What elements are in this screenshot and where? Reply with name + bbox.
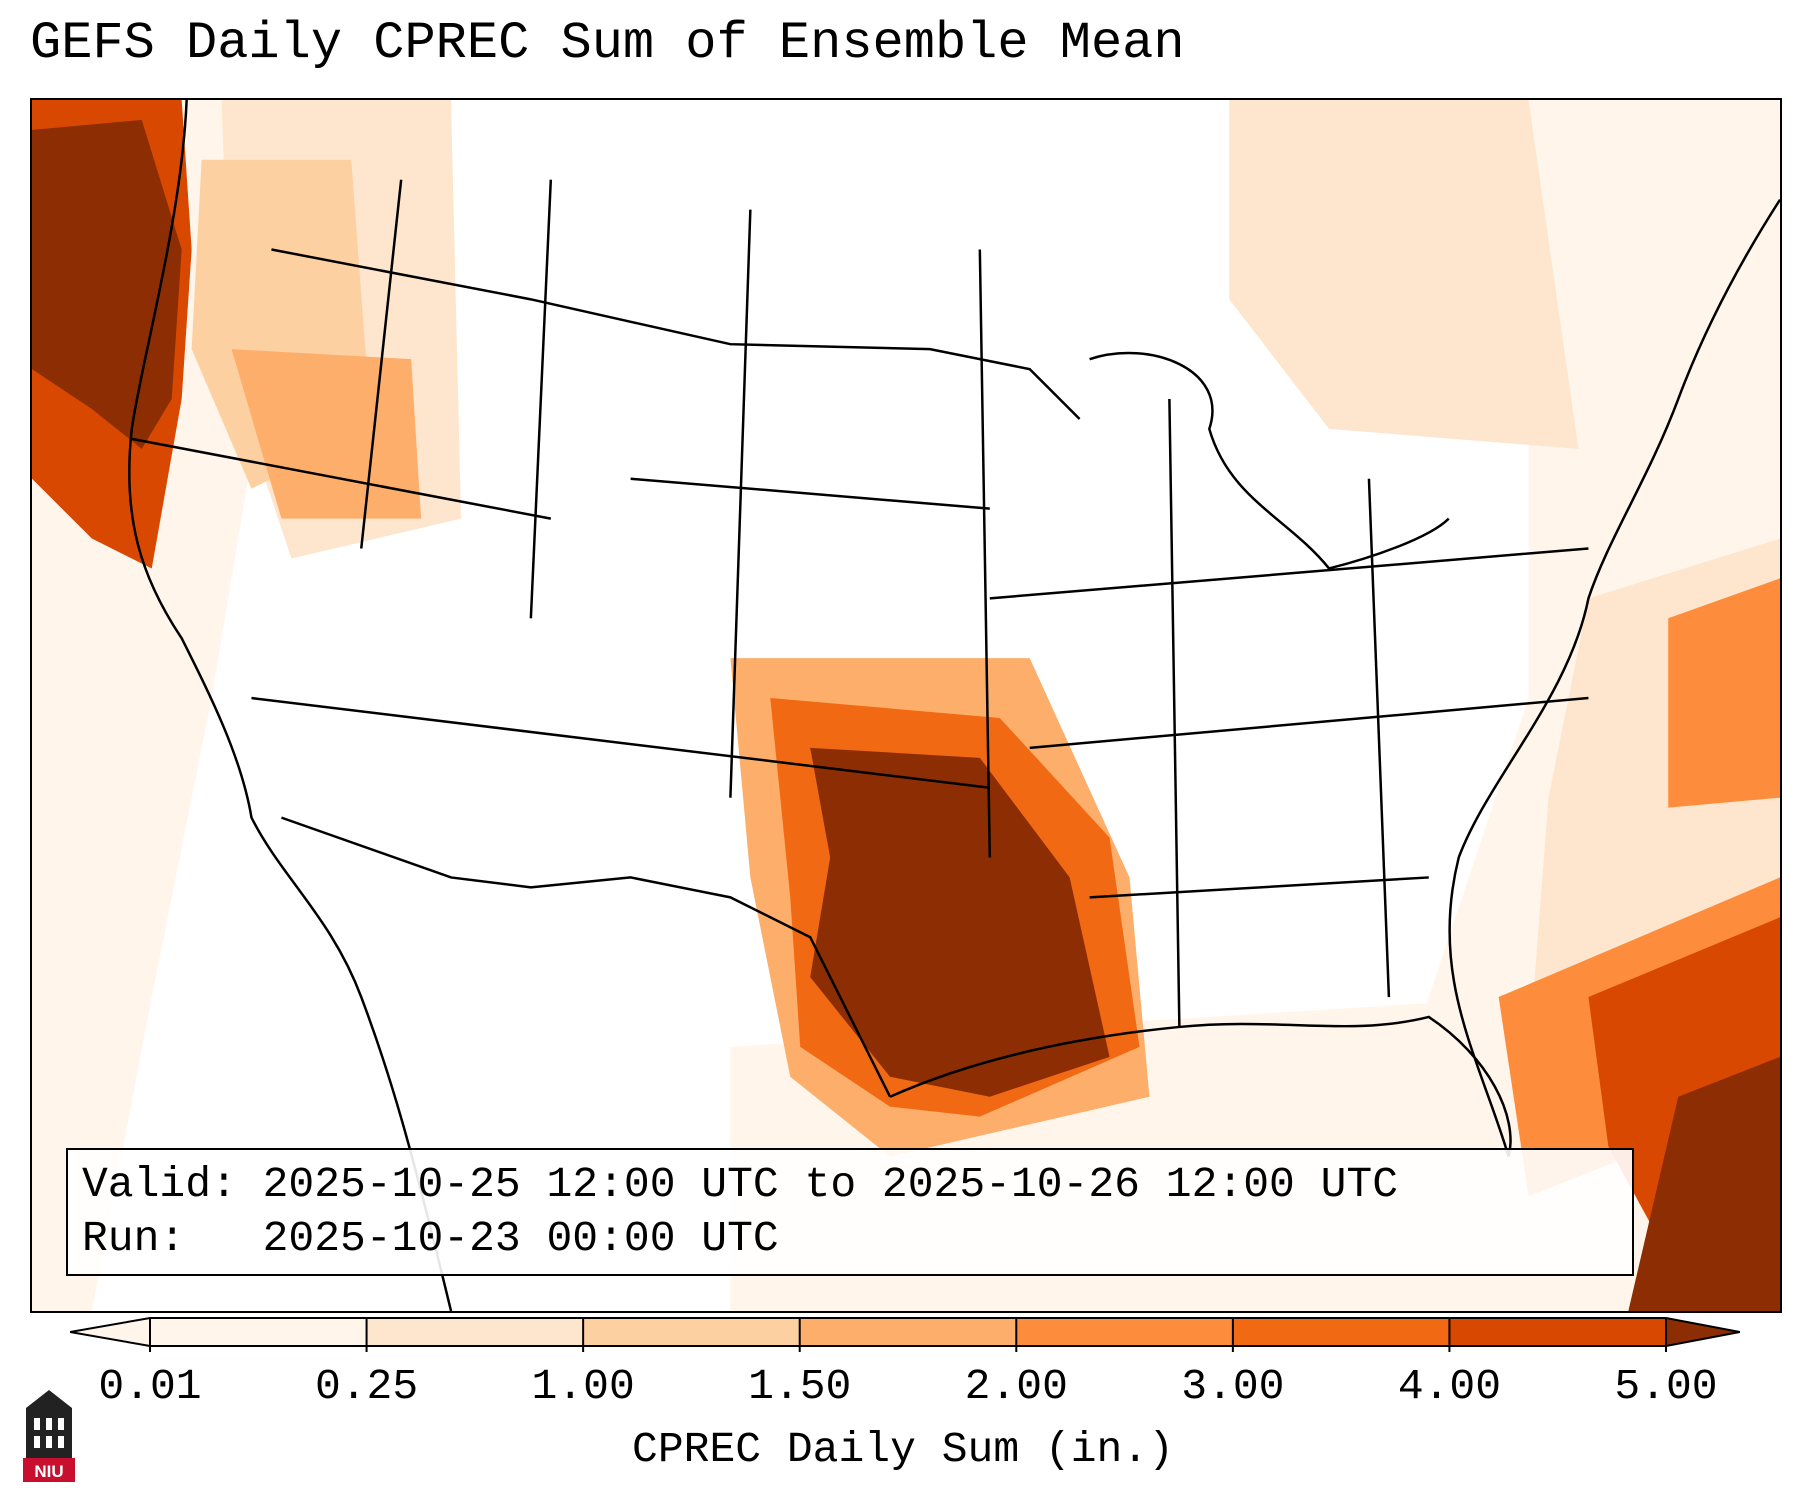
- colorbar-tick-label: 0.01: [98, 1362, 202, 1411]
- colorbar-segment: [1016, 1318, 1234, 1346]
- coastline-gulf: [889, 1015, 1512, 1157]
- colorbar-segment: [366, 1318, 584, 1346]
- colorbar-segment: [583, 1318, 801, 1346]
- map-title: GEFS Daily CPREC Sum of Ensemble Mean: [30, 14, 1185, 73]
- run-time-text: Run: 2025-10-23 00:00 UTC: [82, 1214, 779, 1263]
- colorbar-tick-label: 5.00: [1614, 1362, 1718, 1411]
- great-lakes-outline: [1089, 351, 1450, 570]
- colorbar-segment: [799, 1318, 1017, 1346]
- precip-region-max-plains: [810, 747, 1110, 1097]
- valid-time-text: Valid: 2025-10-25 12:00 UTC to 2025-10-2…: [82, 1160, 1399, 1209]
- colorbar-tick-label: 1.50: [748, 1362, 852, 1411]
- state-borders: [128, 100, 1780, 1311]
- university-logo: NIU: [23, 1390, 75, 1482]
- precip-region-medium-nw-2: [231, 349, 422, 519]
- precipitation-field: [32, 100, 1780, 1311]
- colorbar-extend-low: [70, 1318, 150, 1346]
- colorbar-segment: [1232, 1318, 1450, 1346]
- state-lines-horizontal: [131, 437, 1589, 899]
- map-canvas: [32, 100, 1780, 1311]
- colorbar: [70, 1317, 1740, 1352]
- colorbar-extend-high: [1666, 1318, 1740, 1346]
- validity-info-box: Valid: 2025-10-25 12:00 UTC to 2025-10-2…: [66, 1148, 1634, 1276]
- colorbar-label: CPREC Daily Sum (in.): [632, 1425, 1174, 1474]
- coastline-east: [1448, 198, 1780, 1157]
- colorbar-tick-label: 1.00: [531, 1362, 635, 1411]
- colorbar-segments: [70, 1318, 1740, 1346]
- coastline-west: [128, 100, 453, 1311]
- colorbar-tick-label: 4.00: [1397, 1362, 1502, 1411]
- colorbar-segment: [1449, 1318, 1667, 1346]
- colorbar-tick-label: 3.00: [1181, 1362, 1285, 1411]
- colorbar-outline: [70, 1317, 1740, 1347]
- colorbar-tick-label: 0.25: [314, 1362, 419, 1411]
- logo-text: NIU: [34, 1462, 63, 1481]
- precip-region-max-caribbean: [1628, 1056, 1780, 1311]
- precipitation-map: [30, 98, 1782, 1313]
- precip-region-light-canada-east: [1229, 100, 1579, 449]
- colorbar-segment: [150, 1318, 368, 1346]
- precip-region-medium-atlantic: [1668, 578, 1780, 808]
- colorbar-tick-label: 2.00: [964, 1362, 1068, 1411]
- border-mexico: [281, 816, 892, 1098]
- state-lines-vertical: [360, 179, 1391, 1027]
- border-canada: [271, 248, 1081, 420]
- university-tower-icon: [26, 1390, 72, 1458]
